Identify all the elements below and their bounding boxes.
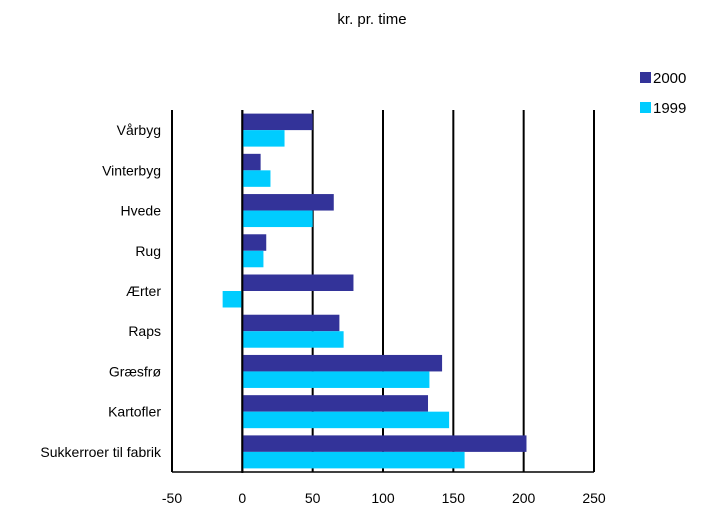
category-label-2: Hvede xyxy=(121,203,162,219)
bar-2000-8 xyxy=(242,435,527,452)
bar-1999-6 xyxy=(242,371,430,388)
category-label-7: Kartofler xyxy=(108,404,161,420)
bar-2000-6 xyxy=(242,354,443,372)
x-tick-labels: -50 0 50 100 150 200 250 xyxy=(162,490,606,506)
x-tick-label-2: 50 xyxy=(305,490,321,506)
legend-swatch-1999 xyxy=(640,102,651,113)
category-label-4: Ærter xyxy=(126,283,161,299)
category-label-0: Vårbyg xyxy=(117,122,161,138)
bar-1999-2 xyxy=(242,210,313,228)
category-label-3: Rug xyxy=(135,243,161,259)
bar-1999-5 xyxy=(242,331,344,348)
legend: 2000 1999 xyxy=(640,70,686,117)
bar-2000-3 xyxy=(242,234,267,251)
bar-1999-7 xyxy=(242,411,450,429)
bar-2000-2 xyxy=(242,194,334,211)
category-label-8: Sukkerroer til fabrik xyxy=(40,444,162,460)
bar-2000-5 xyxy=(242,314,340,332)
x-tick-label-0: -50 xyxy=(162,490,182,506)
bars xyxy=(222,113,527,469)
category-label-5: Raps xyxy=(128,323,161,339)
axes xyxy=(172,110,594,473)
bar-1999-1 xyxy=(242,170,271,187)
category-label-6: Græsfrø xyxy=(109,363,162,379)
chart-title: kr. pr. time xyxy=(337,11,406,28)
x-tick-label-5: 200 xyxy=(512,490,536,506)
x-tick-label-6: 250 xyxy=(582,490,606,506)
bar-2000-7 xyxy=(242,395,429,412)
category-labels: Vårbyg Vinterbyg Hvede Rug Ærter Raps Græsfrø K… xyxy=(40,122,162,460)
bar-2000-0 xyxy=(242,113,313,131)
x-tick-label-4: 150 xyxy=(442,490,466,506)
bar-2000-4 xyxy=(242,274,354,291)
bar-1999-3 xyxy=(242,250,264,268)
x-tick-label-1: 0 xyxy=(238,490,246,506)
bar-1999-8 xyxy=(242,451,465,469)
x-tick-label-3: 100 xyxy=(371,490,395,506)
legend-label-1999: 1999 xyxy=(653,100,686,117)
legend-swatch-2000 xyxy=(640,72,651,83)
bar-1999-0 xyxy=(242,130,285,147)
bar-1999-4 xyxy=(222,291,243,308)
bar-2000-1 xyxy=(242,153,261,171)
category-label-1: Vinterbyg xyxy=(102,162,161,178)
legend-label-2000: 2000 xyxy=(653,70,686,87)
